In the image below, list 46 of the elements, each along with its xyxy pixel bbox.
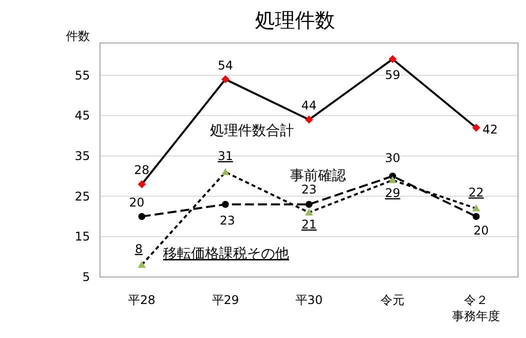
point <box>138 180 146 188</box>
series-label: 事前確認 <box>290 168 346 184</box>
chart-title: 処理件数 <box>255 8 335 32</box>
point <box>472 204 480 212</box>
data-label: 42 <box>482 122 498 137</box>
point <box>305 208 313 216</box>
data-label: 59 <box>384 68 400 82</box>
data-label: 28 <box>134 163 150 178</box>
y-axis-title: 件数 <box>66 29 90 43</box>
point <box>138 212 146 220</box>
x-tick-label: 平28 <box>128 293 156 307</box>
point <box>388 176 397 184</box>
data-label: 21 <box>301 217 317 232</box>
data-label: 30 <box>384 151 400 166</box>
x-tick-label: 令元 <box>380 293 405 307</box>
data-label: 8 <box>134 242 143 256</box>
data-label: 54 <box>218 58 234 72</box>
point <box>388 55 397 64</box>
point <box>306 200 312 208</box>
series-label: 処理件数合計 <box>210 123 294 139</box>
point <box>222 200 229 208</box>
x-tick-label: 平30 <box>295 293 323 307</box>
point <box>305 116 313 124</box>
y-tick-label: 45 <box>74 108 90 123</box>
data-label: 22 <box>468 185 484 200</box>
x-axis-title: 事務年度 <box>452 309 500 323</box>
x-tick-label: 令２ <box>464 293 488 307</box>
y-tick-label: 5 <box>82 270 90 284</box>
point <box>472 212 480 220</box>
point <box>221 168 230 176</box>
data-label: 20 <box>474 223 489 238</box>
y-tick-label: 25 <box>74 189 90 204</box>
point <box>472 124 480 132</box>
y-tick-label: 15 <box>74 230 90 244</box>
point <box>221 75 230 84</box>
data-label: 23 <box>220 213 236 228</box>
x-tick-label: 平29 <box>212 293 240 307</box>
data-label: 23 <box>301 182 317 196</box>
y-tick-label: 35 <box>74 148 90 163</box>
data-label: 31 <box>218 149 234 164</box>
series-label: 移転価格課税その他 <box>163 246 289 262</box>
data-label: 20 <box>129 195 144 210</box>
data-label: 29 <box>384 186 400 200</box>
data-label: 44 <box>301 98 317 113</box>
point <box>138 260 146 268</box>
y-tick-label: 55 <box>74 68 90 82</box>
